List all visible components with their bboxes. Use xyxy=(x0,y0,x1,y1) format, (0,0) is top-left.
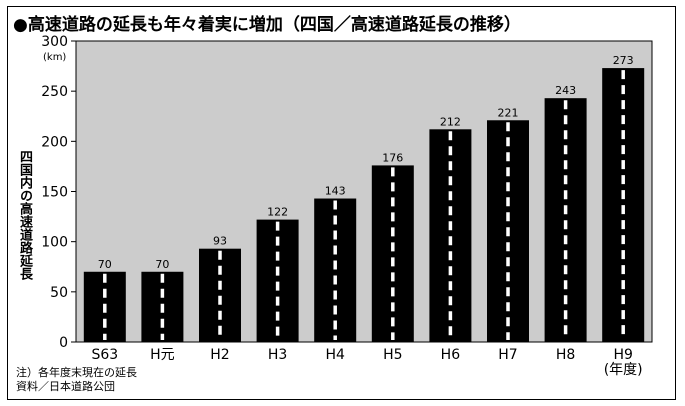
data-label: 243 xyxy=(555,84,576,97)
note-source: 資料／日本道路公団 xyxy=(16,380,115,393)
y-tick-label: 150 xyxy=(41,185,68,201)
x-tick-label: H5 xyxy=(383,347,402,363)
x-tick-label: H4 xyxy=(325,347,345,363)
y-tick-label: 200 xyxy=(41,134,68,150)
y-axis-unit: (km) xyxy=(43,52,67,63)
y-tick-label: 250 xyxy=(41,84,68,100)
data-label: 273 xyxy=(613,54,634,67)
x-axis-unit: (年度) xyxy=(604,362,643,378)
x-tick-label: H3 xyxy=(268,347,287,363)
y-tick-label: 0 xyxy=(59,335,68,351)
x-tick-label: H8 xyxy=(556,347,575,363)
chart-frame xyxy=(7,6,676,400)
data-label: 70 xyxy=(155,258,169,271)
x-tick-label: H7 xyxy=(498,347,517,363)
x-tick-label: S63 xyxy=(91,347,118,363)
x-tick-label: H元 xyxy=(150,347,175,363)
chart-title: ●高速道路の延長も年々着実に増加（四国／高速道路延長の推移） xyxy=(13,15,521,35)
x-tick-label: H2 xyxy=(210,347,229,363)
data-label: 221 xyxy=(498,106,519,119)
data-label: 143 xyxy=(325,185,346,198)
data-label: 70 xyxy=(98,258,112,271)
data-label: 176 xyxy=(382,151,403,164)
y-axis-label: 四国内の高速道路延長 xyxy=(17,150,32,280)
x-tick-label: H6 xyxy=(441,347,461,363)
notes: 注）各年度末現在の延長 資料／日本道路公団 xyxy=(16,366,137,394)
y-tick-label: 100 xyxy=(41,235,68,251)
y-tick-label: 50 xyxy=(50,285,68,301)
y-tick-label: 300 xyxy=(41,34,68,50)
x-tick-label: H9 xyxy=(613,347,632,363)
bar xyxy=(371,165,414,342)
data-label: 212 xyxy=(440,115,461,128)
data-label: 122 xyxy=(267,206,288,219)
bar xyxy=(429,129,472,342)
data-label: 93 xyxy=(213,235,227,248)
note-basis: 注）各年度末現在の延長 xyxy=(16,366,137,379)
